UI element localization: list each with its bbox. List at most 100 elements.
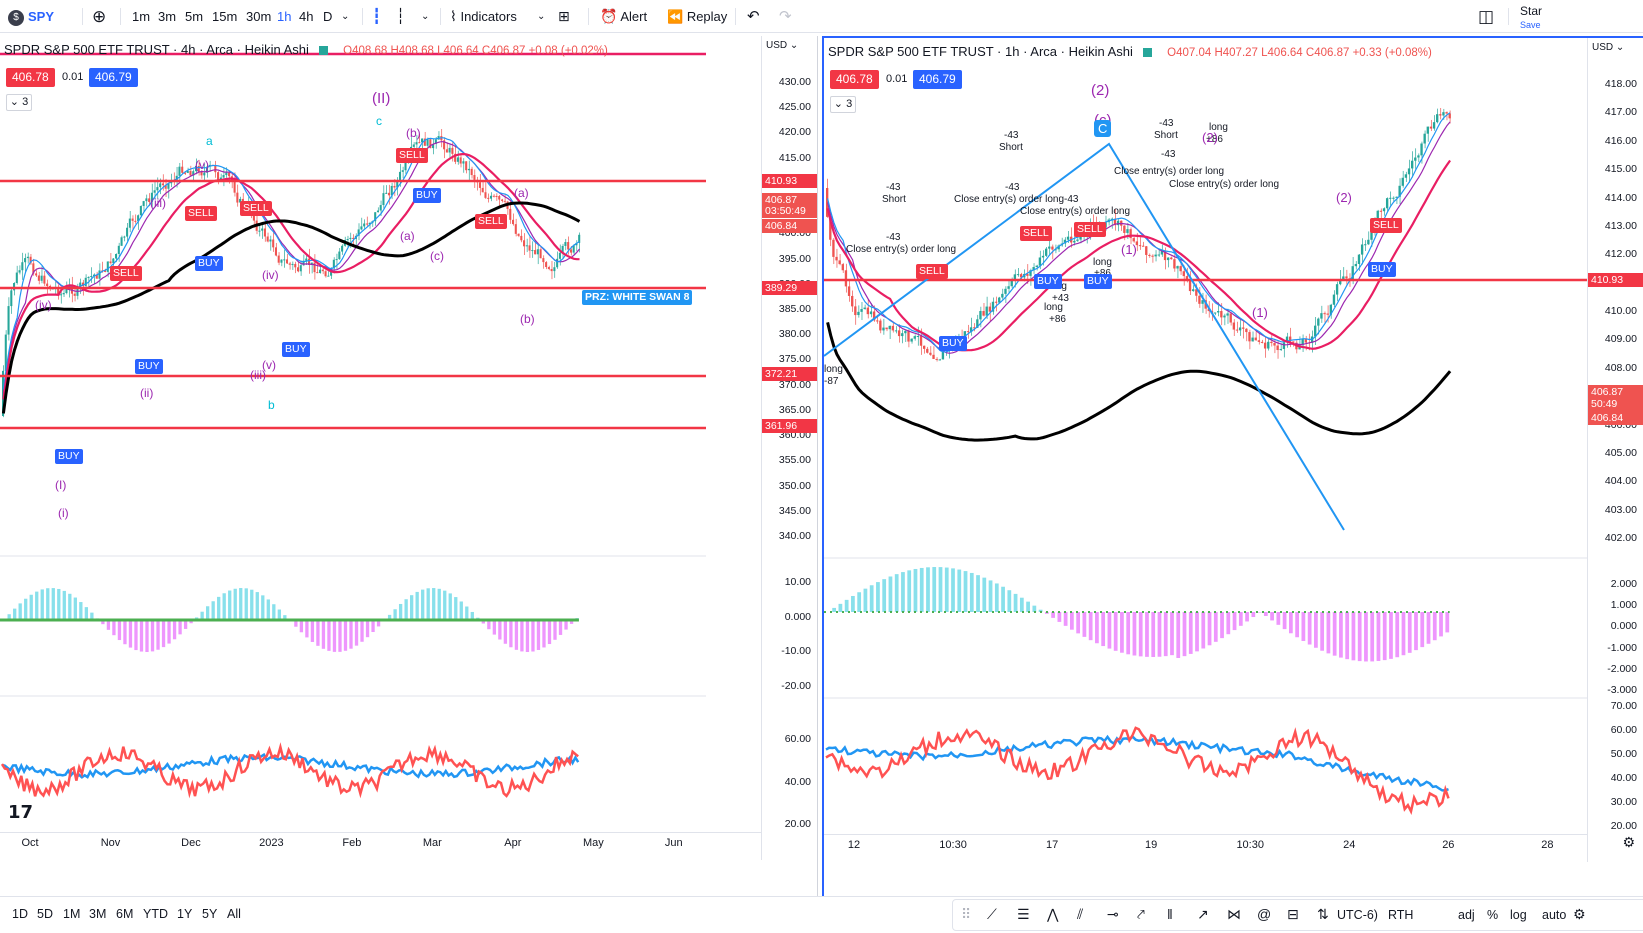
- oscillator-bar: [1213, 612, 1218, 642]
- fib-retracement-icon[interactable]: ☰: [1017, 906, 1030, 922]
- range-3m[interactable]: 3M: [89, 907, 107, 921]
- bars-style-icon[interactable]: ┇: [372, 8, 382, 25]
- candle-body: [181, 166, 184, 173]
- percent-scale-button[interactable]: %: [1487, 908, 1499, 922]
- oscillator-bar: [272, 604, 276, 620]
- interval-1h[interactable]: 1h: [277, 9, 292, 24]
- session-button[interactable]: RTH: [1388, 908, 1414, 922]
- left-chart-canvas[interactable]: [0, 36, 762, 860]
- pattern-drawing-line[interactable]: [824, 142, 1345, 531]
- path-icon[interactable]: ⤤: [1137, 906, 1145, 922]
- channel-icon[interactable]: ⫽: [1077, 906, 1084, 922]
- interval-1m[interactable]: 1m: [132, 9, 151, 24]
- candle-body: [1354, 263, 1358, 267]
- right-chart-pane[interactable]: SPDR S&P 500 ETF TRUST · 1h · Arca · Hei…: [822, 36, 1643, 896]
- left-buy-price-button[interactable]: 406.79: [89, 68, 138, 87]
- left-time-axis[interactable]: Oct Nov Dec 2023 Feb Mar Apr May Jun: [0, 832, 762, 854]
- replay-button[interactable]: ⏪ Replay: [667, 0, 727, 33]
- chart-style-chevron-icon[interactable]: ⌄: [421, 11, 430, 22]
- price-range-icon[interactable]: ⇅: [1317, 906, 1329, 922]
- candle-body: [1245, 328, 1248, 333]
- bars-pattern-icon[interactable]: ‖: [1167, 906, 1173, 922]
- candle-body: [1176, 266, 1179, 269]
- symbol-search-button[interactable]: $ SPY: [8, 0, 54, 33]
- layout-split-icon[interactable]: ◫: [1478, 7, 1495, 26]
- auto-scale-button[interactable]: auto: [1542, 908, 1567, 922]
- range-1y[interactable]: 1Y: [177, 907, 193, 921]
- trade-signal-label: SELL: [185, 206, 217, 221]
- candle-body: [1123, 225, 1126, 233]
- range-5y[interactable]: 5Y: [202, 907, 218, 921]
- right-price-axis[interactable]: USD ⌄ 418.00 417.00 416.00 415.00 414.00 413.…: [1587, 38, 1643, 862]
- left-sell-price-button[interactable]: 406.78: [6, 68, 55, 87]
- oscillator-bar: [882, 579, 887, 612]
- oscillator-bar: [1339, 612, 1343, 658]
- interval-3m[interactable]: 3m: [158, 9, 177, 24]
- left-chart-pane[interactable]: SPDR S&P 500 ETF TRUST · 4h · Arca · Hei…: [0, 36, 818, 896]
- interval-15m[interactable]: 15m: [212, 9, 238, 24]
- interval-5m[interactable]: 5m: [185, 9, 204, 24]
- left-price-axis[interactable]: USD ⌄ 430.00425.00420.00415.00410.00405.…: [761, 36, 817, 860]
- oscillator-bar: [349, 620, 353, 649]
- candle-body: [1376, 210, 1379, 220]
- range-1d[interactable]: 1D: [12, 907, 28, 921]
- compare-add-symbol-icon[interactable]: ⊕: [92, 7, 107, 26]
- range-1m[interactable]: 1M: [63, 907, 81, 921]
- candle-body: [1282, 342, 1286, 349]
- candle-body: [550, 269, 553, 272]
- indicators-chevron-icon[interactable]: ⌄: [537, 11, 546, 22]
- drag-handle-icon[interactable]: ⠿: [961, 906, 972, 922]
- measure-icon[interactable]: ⊟: [1287, 906, 1299, 922]
- candle-body: [346, 239, 349, 241]
- right-buy-price-button[interactable]: 406.79: [913, 70, 962, 89]
- interval-30m[interactable]: 30m: [246, 9, 272, 24]
- settings-gear-icon[interactable]: ⚙: [1622, 834, 1635, 850]
- spiral-icon[interactable]: @: [1257, 906, 1272, 922]
- adjust-data-button[interactable]: adj: [1458, 908, 1475, 922]
- redo-icon[interactable]: ↷: [779, 8, 792, 25]
- horizontal-ray-icon[interactable]: ⊸: [1107, 906, 1119, 922]
- right-chart-canvas[interactable]: [824, 38, 1643, 862]
- oscillator-bar: [1220, 612, 1224, 639]
- layouts-grid-icon[interactable]: ⊞: [558, 8, 570, 24]
- oscillator-bar: [1038, 609, 1043, 612]
- oscillator-bar: [239, 588, 243, 620]
- log-scale-button[interactable]: log: [1510, 908, 1527, 922]
- settings-gear-icon[interactable]: ⚙: [1573, 906, 1586, 922]
- oscillator-bar: [200, 611, 204, 620]
- right-time-axis[interactable]: 12 10:30 17 19 10:30 24 26 28: [824, 834, 1587, 856]
- oscillator-bar: [376, 620, 381, 627]
- range-5d[interactable]: 5D: [37, 907, 53, 921]
- left-indicators-collapse-button[interactable]: ⌄ 3: [6, 94, 32, 111]
- interval-D[interactable]: D: [323, 9, 333, 24]
- elliott-wave-icon[interactable]: ⋈: [1227, 906, 1241, 922]
- interval-4h[interactable]: 4h: [299, 9, 314, 24]
- range-ytd[interactable]: YTD: [143, 907, 168, 921]
- save-layout-button[interactable]: Star Save: [1520, 4, 1542, 37]
- candle-body: [531, 250, 534, 252]
- right-price-tick: 410.00: [1604, 305, 1637, 317]
- arrow-line-icon[interactable]: ↗: [1197, 906, 1209, 922]
- indicators-button[interactable]: ⌇ Indicators: [450, 0, 517, 33]
- range-6m[interactable]: 6M: [116, 907, 134, 921]
- oscillator-bar: [888, 576, 893, 612]
- undo-icon[interactable]: ↶: [747, 8, 760, 25]
- right-sell-price-button[interactable]: 406.78: [830, 70, 879, 89]
- interval-dropdown-chevron-icon[interactable]: ⌄: [341, 11, 350, 22]
- candles-style-icon[interactable]: ┆: [396, 8, 406, 25]
- trend-line-icon[interactable]: ⟋: [987, 906, 997, 922]
- candle-body: [907, 330, 910, 342]
- oscillator-bar: [46, 588, 50, 620]
- candle-body: [851, 295, 854, 307]
- oscillator-bar: [531, 620, 535, 652]
- oscillator-bar: [1276, 612, 1281, 625]
- oscillator-bar: [1376, 612, 1381, 661]
- alert-button[interactable]: ⏰ Alert: [600, 0, 647, 33]
- right-indicators-collapse-button[interactable]: ⌄ 3: [830, 96, 856, 113]
- strategy-annotation: +43: [1052, 293, 1069, 304]
- oscillator-bar: [1263, 612, 1268, 616]
- candle-body: [1044, 248, 1048, 256]
- pattern-icon[interactable]: ⋀: [1047, 906, 1059, 922]
- timezone-button[interactable]: UTC-6): [1337, 908, 1378, 922]
- range-all[interactable]: All: [227, 907, 241, 921]
